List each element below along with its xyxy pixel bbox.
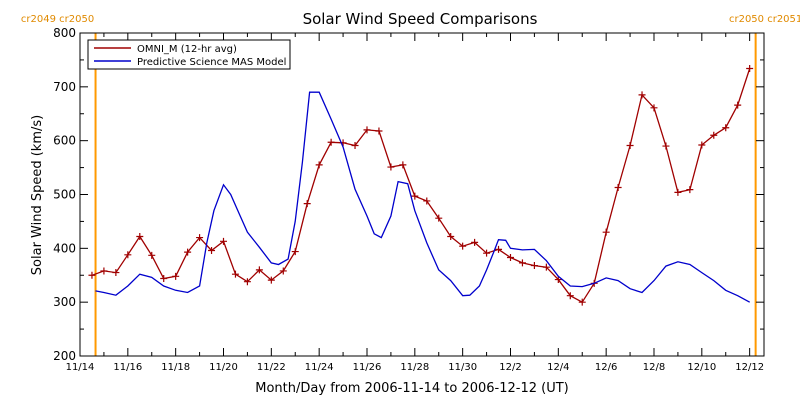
legend-box: [87, 39, 291, 70]
data-point-omni: [710, 131, 718, 139]
data-point-omni: [327, 138, 335, 146]
data-point-omni: [315, 161, 323, 169]
x-tick-label: 12/10: [687, 362, 716, 373]
x-tick-label: 11/22: [257, 362, 286, 373]
data-point-omni: [554, 276, 562, 284]
legend: OMNI_M (12-hr avg) Predictive Science MA…: [87, 39, 291, 70]
data-point-omni: [411, 192, 419, 200]
data-point-omni: [698, 141, 706, 149]
series-line-mas: [95, 91, 751, 303]
y-tick-label: 200: [53, 349, 76, 363]
data-point-omni: [243, 278, 251, 286]
data-point-omni: [231, 270, 239, 278]
data-point-omni: [542, 263, 550, 271]
x-tick-label: 11/14: [66, 362, 95, 373]
data-point-omni: [196, 234, 204, 242]
data-point-omni: [626, 142, 634, 150]
data-point-omni: [100, 267, 108, 275]
data-point-omni: [650, 104, 658, 112]
data-point-omni: [136, 232, 144, 240]
rotation-label-1: cr2049 cr2050: [21, 14, 94, 25]
data-point-omni: [160, 274, 168, 282]
series-line-omni: [91, 68, 751, 304]
data-point-omni: [662, 142, 670, 150]
y-tick-label: 500: [53, 188, 76, 202]
y-axis-label: Solar Wind Speed (km/s): [30, 115, 45, 275]
data-point-omni: [530, 262, 538, 270]
data-point-omni: [88, 271, 96, 279]
y-tick-label: 700: [53, 80, 76, 94]
data-point-omni: [387, 163, 395, 171]
data-point-omni: [219, 237, 227, 245]
data-point-omni: [447, 232, 455, 240]
x-tick-label: 12/4: [547, 362, 569, 373]
plot-area: cr2049 cr2050 cr2050 cr2051 200 300 400 500 60…: [21, 14, 800, 373]
x-axis-label: Month/Day from 2006-11-14 to 2006-12-12 …: [255, 381, 568, 396]
data-point-omni: [614, 184, 622, 192]
x-tick-label: 12/12: [735, 362, 764, 373]
data-point-omni: [495, 245, 503, 253]
data-point-omni: [435, 214, 443, 222]
legend-label-omni: OMNI_M (12-hr avg): [137, 44, 237, 55]
data-point-omni: [674, 188, 682, 196]
data-point-omni: [578, 298, 586, 306]
legend-label-mas: Predictive Science MAS Model: [137, 57, 286, 68]
data-point-omni: [471, 238, 479, 246]
data-point-omni: [279, 267, 287, 275]
data-point-omni: [506, 253, 514, 261]
data-point-omni: [172, 272, 180, 280]
y-tick-label: 400: [53, 241, 76, 255]
y-tick-label: 300: [53, 295, 76, 309]
data-point-omni: [722, 124, 730, 132]
data-point-omni: [124, 251, 132, 259]
data-point-omni: [184, 248, 192, 256]
data-point-omni: [459, 242, 467, 250]
data-point-omni: [566, 292, 574, 300]
data-point-omni: [638, 91, 646, 99]
data-point-omni: [112, 269, 120, 277]
x-tick-label: 12/6: [595, 362, 617, 373]
y-tick-label: 600: [53, 134, 76, 148]
data-point-omni: [208, 246, 216, 254]
data-point-omni: [483, 249, 491, 257]
x-tick-label: 12/2: [499, 362, 521, 373]
x-tick-label: 11/26: [353, 362, 382, 373]
x-tick-label: 11/30: [448, 362, 477, 373]
data-point-omni: [734, 101, 742, 109]
x-tick-label: 11/24: [305, 362, 334, 373]
data-point-omni: [746, 65, 754, 73]
x-tick-label: 11/20: [209, 362, 238, 373]
x-tick-label: 11/18: [161, 362, 190, 373]
x-tick-label: 12/8: [643, 362, 665, 373]
data-point-omni: [267, 276, 275, 284]
y-tick-label: 800: [53, 26, 76, 40]
data-point-omni: [255, 266, 263, 274]
data-point-omni: [399, 161, 407, 169]
data-point-omni: [363, 126, 371, 134]
x-tick-label: 11/16: [113, 362, 142, 373]
data-point-omni: [351, 142, 359, 150]
x-tick-label: 11/28: [400, 362, 429, 373]
data-point-omni: [375, 127, 383, 135]
data-point-omni: [303, 200, 311, 208]
data-point-omni: [423, 197, 431, 205]
chart-title: Solar Wind Speed Comparisons: [303, 10, 538, 28]
data-point-omni: [518, 259, 526, 267]
data-point-omni: [602, 228, 610, 236]
data-point-omni: [148, 251, 156, 259]
rotation-label-2: cr2050 cr2051: [729, 14, 800, 25]
data-point-omni: [686, 186, 694, 194]
data-point-omni: [291, 248, 299, 256]
